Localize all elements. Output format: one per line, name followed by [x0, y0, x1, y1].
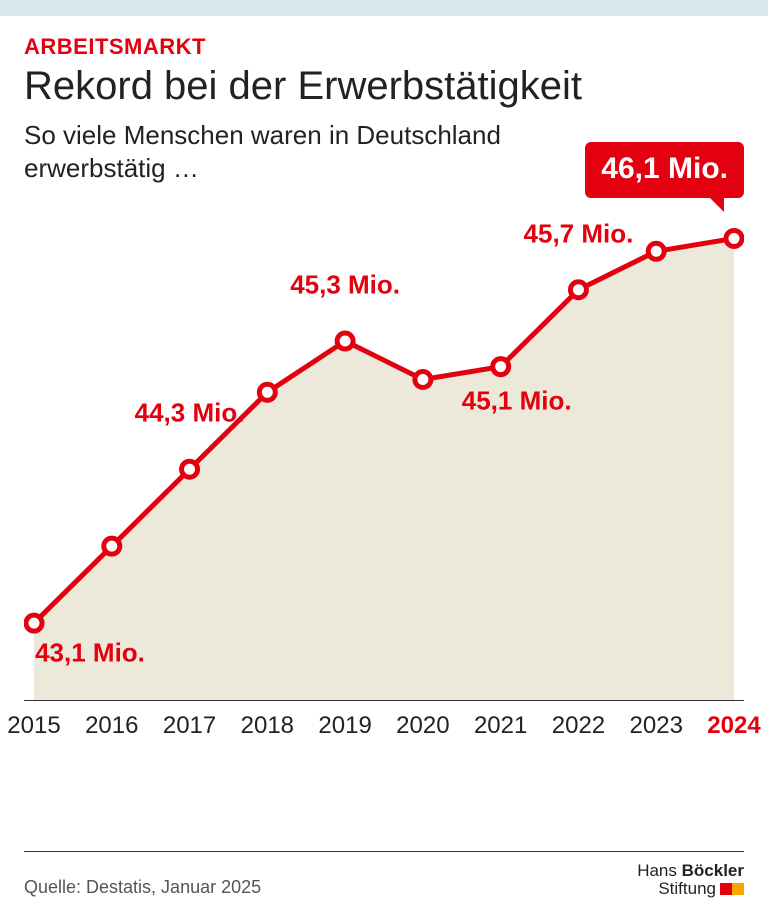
kicker: ARBEITSMARKT [24, 34, 744, 60]
employment-chart: 2015201620172018201920202021202220232024… [24, 200, 744, 790]
x-tick: 2024 [707, 712, 760, 740]
logo-line1a: Hans [637, 861, 681, 880]
content: ARBEITSMARKT Rekord bei der Erwerbstätig… [0, 16, 768, 790]
x-tick: 2015 [7, 712, 60, 740]
source-text: Quelle: Destatis, Januar 2025 [24, 877, 261, 898]
data-label: 45,3 Mio. [290, 270, 400, 301]
x-tick: 2016 [85, 712, 138, 740]
x-tick: 2018 [241, 712, 294, 740]
data-label: 45,1 Mio. [462, 385, 572, 416]
x-tick: 2019 [318, 712, 371, 740]
x-tick: 2022 [552, 712, 605, 740]
footer: Quelle: Destatis, Januar 2025 Hans Böckl… [24, 851, 744, 898]
subhead: So viele Menschen waren in Deutschland e… [24, 119, 544, 184]
logo-line2: Stiftung [658, 880, 716, 898]
headline: Rekord bei der Erwerbstätigkeit [24, 64, 744, 109]
data-label: 44,3 Mio. [135, 398, 245, 429]
x-tick: 2017 [163, 712, 216, 740]
callout: 46,1 Mio. [585, 142, 744, 198]
logo-square-red [720, 883, 732, 895]
data-label: 43,1 Mio. [35, 638, 145, 669]
footer-rule [24, 851, 744, 852]
logo-squares [720, 883, 744, 895]
x-tick: 2021 [474, 712, 527, 740]
top-bar [0, 0, 768, 16]
brand-logo: Hans Böckler Stiftung [637, 862, 744, 898]
logo-square-orange [732, 883, 744, 895]
x-tick: 2020 [396, 712, 449, 740]
x-tick: 2023 [630, 712, 683, 740]
logo-line1b: Böckler [682, 861, 744, 880]
data-label: 45,7 Mio. [524, 218, 634, 249]
